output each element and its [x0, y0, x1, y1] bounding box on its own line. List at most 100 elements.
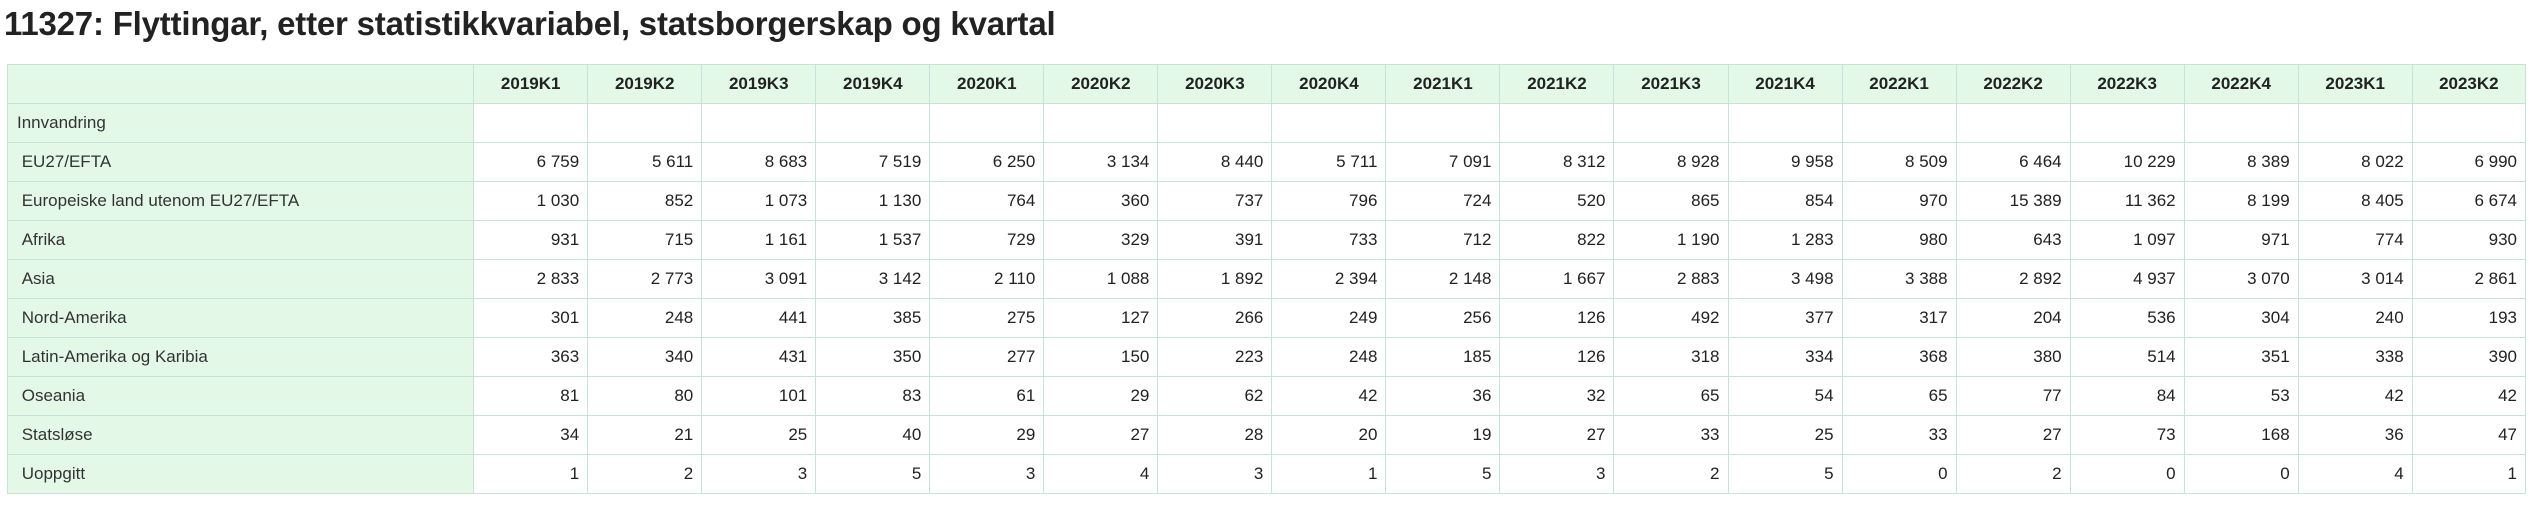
table-cell: 3 388 — [1841, 259, 1957, 299]
table-row: Afrika 931 715 1 161 1 537 729 329 391 733 712 822… — [6, 220, 2527, 260]
column-header: 2023K1 — [2297, 64, 2413, 104]
table-cell: 4 — [2297, 454, 2413, 494]
table-cell: 3 — [929, 454, 1045, 494]
table-cell: 2 — [1613, 454, 1729, 494]
table-cell: 536 — [2069, 298, 2185, 338]
table-cell: 7 519 — [815, 142, 931, 182]
table-cell: 329 — [1043, 220, 1159, 260]
table-cell: 2 773 — [587, 259, 703, 299]
data-table: 2019K1 2019K2 2019K3 2019K4 2020K1 2020K2 2020… — [6, 64, 2527, 494]
empty-cell — [1955, 103, 2071, 143]
table-cell: 126 — [1499, 298, 1615, 338]
column-header: 2021K4 — [1727, 64, 1843, 104]
table-cell: 21 — [587, 415, 703, 455]
table-row: Uoppgitt 1 2 3 5 3 4 3 1 5 3 2 5 0 2 0 0 4 1 — [6, 454, 2527, 494]
table-cell: 1 190 — [1613, 220, 1729, 260]
table-cell: 492 — [1613, 298, 1729, 338]
corner-cell — [6, 64, 475, 104]
row-label: Statsløse — [6, 415, 475, 455]
table-cell: 25 — [701, 415, 817, 455]
table-cell: 2 883 — [1613, 259, 1729, 299]
table-cell: 11 362 — [2069, 181, 2185, 221]
table-cell: 8 928 — [1613, 142, 1729, 182]
table-cell: 712 — [1385, 220, 1501, 260]
table-cell: 277 — [929, 337, 1045, 377]
table-row: Nord-Amerika 301 248 441 385 275 127 266 249 256 1… — [6, 298, 2527, 338]
table-cell: 40 — [815, 415, 931, 455]
table-cell: 28 — [1157, 415, 1273, 455]
table-cell: 168 — [2183, 415, 2299, 455]
table-cell: 54 — [1727, 376, 1843, 416]
table-cell: 431 — [701, 337, 817, 377]
table-cell: 514 — [2069, 337, 2185, 377]
table-cell: 193 — [2411, 298, 2527, 338]
table-cell: 8 199 — [2183, 181, 2299, 221]
empty-cell — [2411, 103, 2527, 143]
table-cell: 20 — [1271, 415, 1387, 455]
table-cell: 318 — [1613, 337, 1729, 377]
table-row: Asia 2 833 2 773 3 091 3 142 2 110 1 088 1 892 2… — [6, 259, 2527, 299]
table-cell: 360 — [1043, 181, 1159, 221]
table-cell: 256 — [1385, 298, 1501, 338]
table-cell: 3 — [1157, 454, 1273, 494]
table-cell: 34 — [473, 415, 589, 455]
table-cell: 36 — [1385, 376, 1501, 416]
table-cell: 9 958 — [1727, 142, 1843, 182]
empty-cell — [929, 103, 1045, 143]
table-cell: 101 — [701, 376, 817, 416]
column-header: 2019K4 — [815, 64, 931, 104]
column-header: 2020K1 — [929, 64, 1045, 104]
row-label: Uoppgitt — [6, 454, 475, 494]
table-cell: 36 — [2297, 415, 2413, 455]
empty-cell — [1043, 103, 1159, 143]
table-cell: 724 — [1385, 181, 1501, 221]
empty-cell — [2183, 103, 2299, 143]
table-cell: 1 537 — [815, 220, 931, 260]
column-header: 2019K3 — [701, 64, 817, 104]
row-label: Afrika — [6, 220, 475, 260]
group-row: Innvandring — [6, 103, 2527, 143]
table-cell: 1 073 — [701, 181, 817, 221]
table-cell: 301 — [473, 298, 589, 338]
table-cell: 3 070 — [2183, 259, 2299, 299]
table-cell: 65 — [1613, 376, 1729, 416]
table-cell: 774 — [2297, 220, 2413, 260]
table-cell: 8 389 — [2183, 142, 2299, 182]
table-cell: 1 088 — [1043, 259, 1159, 299]
table-cell: 5 — [1727, 454, 1843, 494]
table-cell: 2 861 — [2411, 259, 2527, 299]
table-cell: 340 — [587, 337, 703, 377]
table-cell: 61 — [929, 376, 1045, 416]
table-cell: 980 — [1841, 220, 1957, 260]
row-label: Oseania — [6, 376, 475, 416]
table-cell: 204 — [1955, 298, 2071, 338]
column-header: 2022K4 — [2183, 64, 2299, 104]
table-cell: 304 — [2183, 298, 2299, 338]
table-cell: 240 — [2297, 298, 2413, 338]
table-cell: 5 711 — [1271, 142, 1387, 182]
table-cell: 3 — [1499, 454, 1615, 494]
table-cell: 1 892 — [1157, 259, 1273, 299]
table-cell: 8 440 — [1157, 142, 1273, 182]
empty-cell — [1841, 103, 1957, 143]
table-cell: 3 142 — [815, 259, 931, 299]
empty-cell — [1385, 103, 1501, 143]
empty-cell — [1499, 103, 1615, 143]
table-cell: 73 — [2069, 415, 2185, 455]
table-cell: 25 — [1727, 415, 1843, 455]
empty-cell — [1157, 103, 1273, 143]
table-cell: 7 091 — [1385, 142, 1501, 182]
page-title: 11327: Flyttingar, etter statistikkvaria… — [4, 5, 1056, 42]
table-row: EU27/EFTA 6 759 5 611 8 683 7 519 6 250 3 134 8… — [6, 142, 2527, 182]
empty-cell — [587, 103, 703, 143]
table-cell: 80 — [587, 376, 703, 416]
column-header: 2021K3 — [1613, 64, 1729, 104]
table-cell: 19 — [1385, 415, 1501, 455]
table-cell: 27 — [1043, 415, 1159, 455]
table-cell: 6 990 — [2411, 142, 2527, 182]
empty-cell — [815, 103, 931, 143]
column-header: 2021K2 — [1499, 64, 1615, 104]
row-label: Nord-Amerika — [6, 298, 475, 338]
table-cell: 3 — [701, 454, 817, 494]
row-label: Europeiske land utenom EU27/EFTA — [6, 181, 475, 221]
